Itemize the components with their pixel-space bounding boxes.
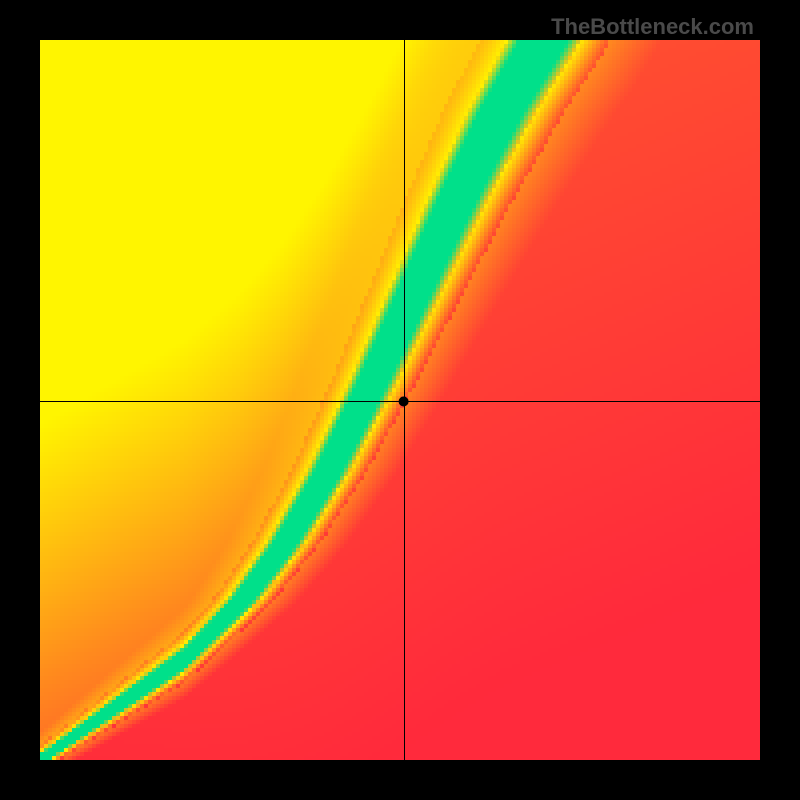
bottleneck-heatmap — [40, 40, 760, 760]
chart-container: TheBottleneck.com — [0, 0, 800, 800]
watermark-text: TheBottleneck.com — [551, 14, 754, 40]
